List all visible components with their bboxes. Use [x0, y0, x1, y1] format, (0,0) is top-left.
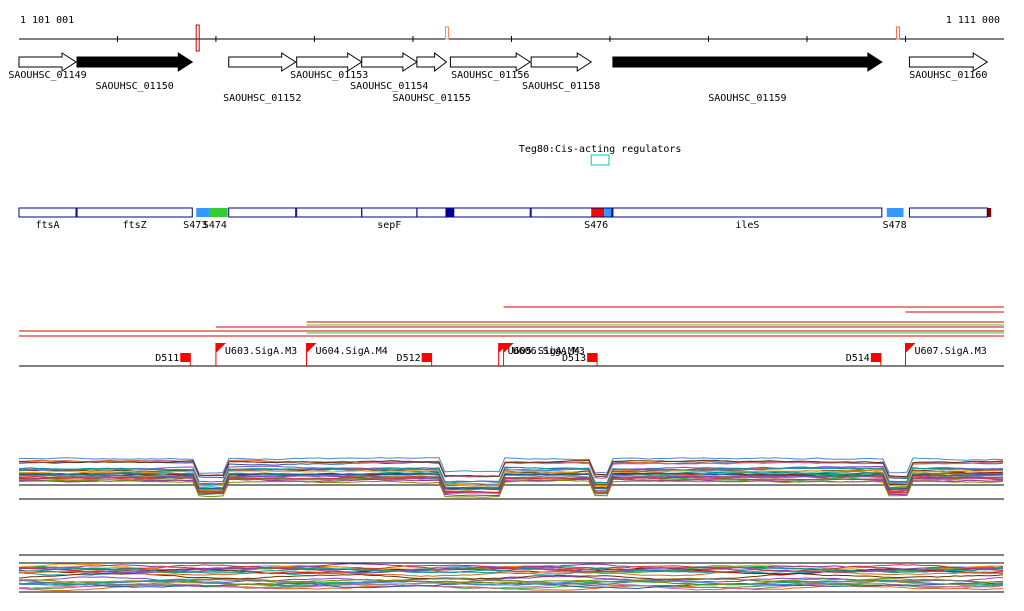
expression-trace: [18, 469, 1004, 488]
gene-label: SAOUHSC_01153: [290, 70, 368, 81]
terminator-box: [587, 353, 598, 362]
expression-profile-lower: [18, 554, 1004, 593]
gene-arrow: [449, 52, 532, 72]
expression-trace: [18, 578, 1004, 586]
promoter-flag: [503, 343, 514, 353]
segment-block: [296, 207, 363, 218]
gene-label: SAOUHSC_01149: [8, 70, 86, 81]
segment-block: [530, 207, 613, 218]
regulator-box: [590, 154, 610, 166]
terminator-box: [870, 353, 881, 362]
terminator-label: D511: [155, 353, 179, 364]
transcript-track: [19, 306, 1004, 337]
expression-trace: [18, 457, 1004, 474]
terminator-label: D512: [397, 353, 421, 364]
promoter-label: U605.SigA.M4: [508, 346, 580, 357]
expression-trace: [18, 564, 1004, 572]
promoter-label: U603.SigA.M3: [225, 346, 297, 357]
segment-fill: [591, 208, 605, 217]
segment-site-label: S474: [203, 220, 227, 231]
segment-block: [76, 207, 193, 218]
promoter-label: U604.SigA.M4: [316, 346, 388, 357]
segment-fill: [886, 208, 904, 217]
regulator-label: Teg80:Cis-acting regulators: [519, 144, 682, 155]
ruler-mark: [896, 26, 901, 40]
expression-trace: [18, 472, 1004, 491]
segment-label: sepF: [377, 220, 401, 231]
gene-label: SAOUHSC_01158: [522, 81, 600, 92]
gene-arrow: [908, 52, 989, 72]
ruler-ticks: [116, 36, 906, 42]
gene-arrow: [612, 52, 883, 72]
promoter-terminator-track: U603.SigA.M3 U604.SigA.M4 U605.SigA.M4U606…: [19, 343, 1004, 367]
segment-block: [361, 207, 418, 218]
ruler-end-label: 1 111 000: [946, 15, 1000, 26]
gene-arrow: [76, 52, 194, 72]
expression-trace: [18, 570, 1004, 577]
expression-profile-upper: [18, 457, 1004, 500]
segment-fill: [196, 208, 210, 217]
expression-trace: [18, 566, 1004, 574]
segment-site-label: S473: [183, 220, 207, 231]
segment-fill: [987, 208, 992, 217]
promoter-flag: [905, 343, 916, 353]
gene-arrow: [416, 51, 448, 73]
ruler-mark: [444, 26, 449, 40]
segment-label: ftsZ: [123, 220, 147, 231]
segment-block: [612, 207, 883, 218]
expression-trace: [18, 459, 1004, 478]
segment-site-label: S476: [584, 220, 608, 231]
promoter-flag: [215, 343, 226, 353]
expression-trace: [18, 471, 1004, 490]
segment-site-label: S478: [883, 220, 907, 231]
gene-label: SAOUHSC_01154: [350, 81, 428, 92]
segment-block: [228, 207, 297, 218]
terminator-label: D514: [846, 353, 870, 364]
expression-trace: [18, 581, 1004, 590]
segment-block: [18, 207, 77, 218]
gene-label: SAOUHSC_01155: [393, 93, 471, 104]
ruler-marks: [195, 24, 901, 52]
gene-label: SAOUHSC_01159: [708, 93, 786, 104]
promoter-label: U607.SigA.M3: [914, 346, 986, 357]
gene-label: SAOUHSC_01152: [223, 93, 301, 104]
segment-fill: [209, 208, 228, 217]
terminator-box: [421, 353, 432, 362]
segment-block: [908, 207, 988, 218]
expression-trace: [18, 476, 1003, 494]
gene-arrow: [530, 52, 593, 72]
ruler-track: 1 101 001 1 111 000: [19, 15, 1004, 52]
gene-label: SAOUHSC_01160: [909, 70, 987, 81]
promoter-flag: [306, 343, 317, 353]
segment-label: ftsA: [35, 220, 59, 231]
gene-arrow: [296, 52, 363, 72]
gene-label: SAOUHSC_01156: [451, 70, 529, 81]
gene-arrow: [18, 52, 77, 72]
ruler-mark: [195, 24, 200, 52]
gene-label: SAOUHSC_01150: [96, 81, 174, 92]
expression-trace: [18, 583, 1004, 590]
promoter-label: U606.SigA.M3: [513, 346, 585, 357]
regulator-track: Teg80:Cis-acting regulators: [519, 144, 682, 166]
expression-trace: [18, 579, 1004, 587]
segment-fill: [445, 208, 455, 217]
gene-arrow: [228, 52, 297, 72]
gene-arrow: [361, 52, 418, 72]
gene-track: SAOUHSC_01149 SAOUHSC_01150 SAOUHSC_01152 S…: [8, 51, 989, 104]
terminator-label: D513: [562, 353, 586, 364]
segment-label: ileS: [735, 220, 759, 231]
expression-trace: [18, 582, 1004, 591]
expression-trace: [18, 466, 1004, 485]
ruler-start-label: 1 101 001: [20, 15, 74, 26]
segment-fill: [604, 208, 613, 217]
expression-trace: [18, 566, 1004, 574]
segment-block: [416, 207, 531, 218]
expression-trace: [18, 572, 1004, 580]
expression-trace: [18, 479, 1004, 498]
terminator-box: [180, 353, 191, 362]
